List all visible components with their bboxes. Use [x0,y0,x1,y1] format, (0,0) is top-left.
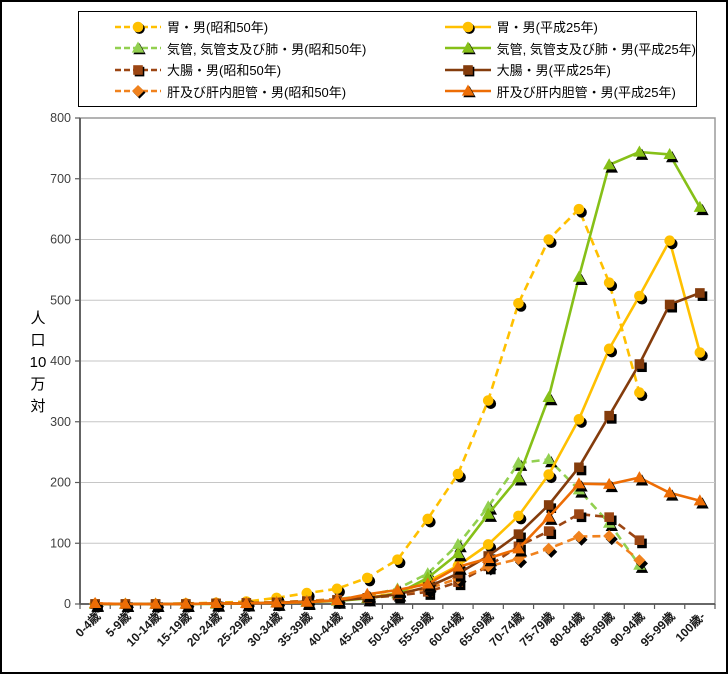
legend-item: 気管, 気管支及び肺・男(平成25年) [443,38,696,60]
legend-item-label: 気管, 気管支及び肺・男(昭和50年) [167,41,367,57]
legend-sample [444,41,491,55]
legend-item: 肝及び肝内胆管・男(平成25年) [443,81,696,103]
y-tick-label: 100 [50,536,71,550]
series-7 [88,471,709,612]
marker-shadows [92,207,648,613]
legend-item: 大腸・男(昭和50年) [113,59,443,81]
y-axis-title-char: 万 [30,376,46,393]
y-axis-title-char: 対 [30,398,46,415]
y-tick-label: 500 [50,293,71,307]
legend-sample [444,21,491,34]
series-0 [89,203,648,613]
series-markers [89,203,645,610]
legend-item: 胃・男(平成25年) [443,16,696,38]
legend-sample [444,64,491,77]
x-tick-label: 95-99歳 [637,609,678,650]
y-axis-title-char: 人 [30,310,46,327]
series-markers [88,471,707,609]
legend-item-label: 胃・男(昭和50年) [167,20,269,36]
y-tick-label: 200 [50,476,71,490]
legend-sample [115,64,161,77]
legend-item-label: 肝及び肝内胆管・男(平成25年) [496,84,676,100]
y-axis-title: 人口 10 万対 [20,308,56,418]
legend-item-label: 胃・男(平成25年) [496,20,598,36]
marker-shadows [91,456,649,612]
legend-sample [444,84,491,98]
series-5 [88,145,709,612]
legend-item-label: 大腸・男(平成25年) [496,63,611,79]
legend-sample [115,21,161,34]
legend-column-heisei25: 胃・男(平成25年) 気管, 気管支及び肺・男(平成25年) 大腸・男(平成25年)… [443,12,696,106]
series-1 [88,452,649,612]
y-tick-label: 400 [50,354,71,368]
legend-item: 胃・男(昭和50年) [113,16,443,38]
legend-item-label: 気管, 気管支及び肺・男(平成25年) [496,41,696,57]
legend-item: 気管, 気管支及び肺・男(昭和50年) [113,38,443,60]
chart-legend: 胃・男(昭和50年) 気管, 気管支及び肺・男(昭和50年) 大腸・男(昭和50年)… [78,11,697,107]
x-tick-label: 100歳- [672,609,708,645]
y-tick-label: 300 [50,415,71,429]
legend-item: 肝及び肝内胆管・男(昭和50年) [113,81,443,103]
legend-item: 大腸・男(平成25年) [443,59,696,81]
y-tick-label: 0 [64,597,71,611]
y-axis-title-char: 10 [29,354,47,371]
legend-item-label: 肝及び肝内胆管・男(昭和50年) [167,84,347,100]
legend-column-showa50: 胃・男(昭和50年) 気管, 気管支及び肺・男(昭和50年) 大腸・男(昭和50年)… [79,12,443,106]
legend-sample [115,41,161,55]
y-tick-label: 800 [50,111,71,125]
y-tick-label: 700 [50,172,71,186]
legend-item-label: 大腸・男(昭和50年) [167,63,282,79]
x-tick-label: 0-4歳 [72,609,103,640]
y-axis-title-char: 口 [30,332,46,349]
legend-sample [115,85,161,99]
y-tick-label: 600 [50,233,71,247]
